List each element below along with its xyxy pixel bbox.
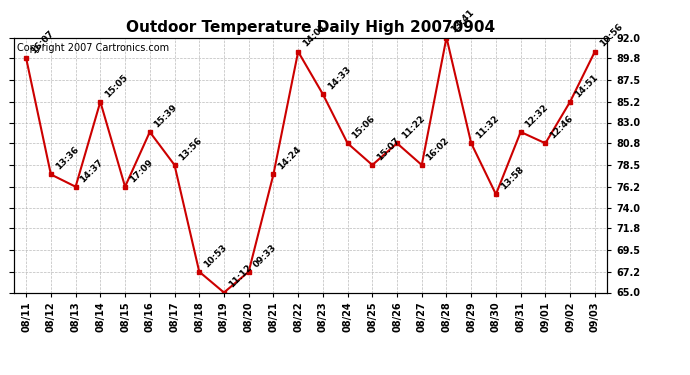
Text: 14:37: 14:37 [79,157,105,184]
Text: 13:58: 13:58 [499,165,525,192]
Text: 16:07: 16:07 [29,29,56,56]
Text: 17:09: 17:09 [128,157,155,184]
Text: 15:07: 15:07 [375,136,402,162]
Text: 14:33: 14:33 [326,65,353,92]
Text: 11:32: 11:32 [474,114,501,141]
Text: 11:22: 11:22 [400,114,426,141]
Text: 15:05: 15:05 [103,72,130,99]
Text: 11:12: 11:12 [227,263,253,290]
Text: 10:53: 10:53 [202,242,228,269]
Text: 13:36: 13:36 [54,145,80,172]
Text: 10:56: 10:56 [598,22,624,49]
Text: 14:24: 14:24 [276,145,303,172]
Text: 09:33: 09:33 [251,242,278,269]
Text: 12:32: 12:32 [524,102,550,129]
Text: Copyright 2007 Cartronics.com: Copyright 2007 Cartronics.com [17,43,169,52]
Text: 15:39: 15:39 [152,102,179,129]
Text: 14:01: 14:01 [301,22,328,49]
Text: 14:51: 14:51 [573,72,600,99]
Text: 16:02: 16:02 [424,136,451,162]
Text: 15:06: 15:06 [351,114,377,141]
Text: 13:41: 13:41 [449,8,476,35]
Text: 12:46: 12:46 [548,114,575,141]
Text: 13:56: 13:56 [177,136,204,162]
Title: Outdoor Temperature Daily High 20070904: Outdoor Temperature Daily High 20070904 [126,20,495,35]
